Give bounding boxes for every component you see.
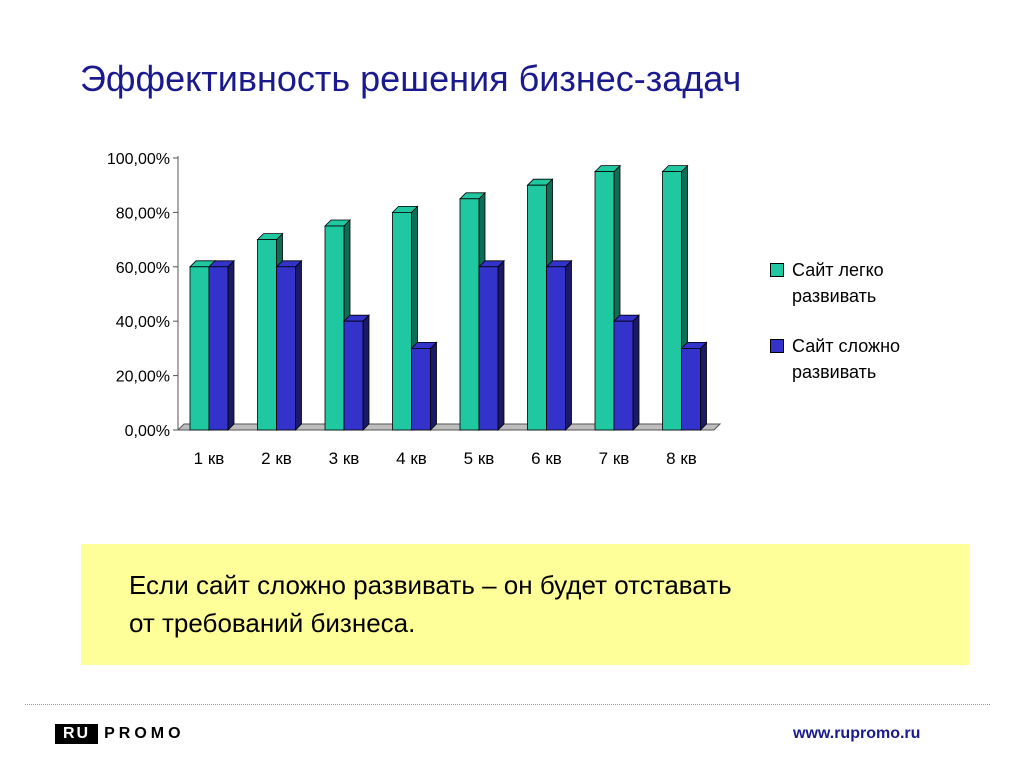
legend-item-easy: Сайт легко развивать <box>770 257 970 309</box>
legend-swatch-easy <box>770 263 784 277</box>
bar-side <box>362 314 370 431</box>
legend-label-easy-line2: развивать <box>792 286 877 306</box>
bar-side <box>700 341 707 431</box>
bar-side <box>295 259 302 431</box>
bar-easy <box>324 225 345 431</box>
bar-side <box>565 259 572 431</box>
callout-box: Если сайт сложно развивать – он будет от… <box>81 544 969 665</box>
bar-easy <box>459 198 480 431</box>
rupromo-logo: RU PROMO <box>55 724 185 744</box>
x-tick-label: 8 кв <box>666 449 697 468</box>
y-tick-label: 100,00% <box>107 151 170 168</box>
legend-label-easy-line1: Сайт легко <box>792 260 884 280</box>
y-tick-label: 0,00% <box>125 423 170 440</box>
bar-side <box>497 259 505 431</box>
bar-easy <box>594 171 615 431</box>
callout-text-line2: от требований бизнеса. <box>129 608 416 638</box>
bar-hard <box>208 266 229 431</box>
bar-side <box>227 259 235 431</box>
logo-promo-part: PROMO <box>104 725 185 742</box>
bar-hard <box>546 266 566 431</box>
x-tick-label: 3 кв <box>329 449 360 468</box>
legend-item-hard: Сайт сложно развивать <box>770 333 970 385</box>
bar-hard <box>343 320 364 431</box>
y-tick-label: 40,00% <box>116 314 170 331</box>
bar-hard <box>613 320 634 431</box>
x-tick-label: 2 кв <box>261 449 292 468</box>
site-url[interactable]: www.rupromo.ru <box>793 725 921 742</box>
bar-side <box>632 314 640 431</box>
x-tick-label: 6 кв <box>531 449 562 468</box>
bar-hard <box>478 266 499 431</box>
bar-easy <box>662 171 682 431</box>
bar-hard <box>411 347 431 431</box>
x-tick-label: 4 кв <box>396 449 427 468</box>
bar-easy <box>189 266 210 431</box>
logo-ru-part: RU <box>55 724 99 744</box>
y-tick-label: 80,00% <box>116 205 170 222</box>
slide-title: Эффективность решения бизнес-задач <box>80 58 742 99</box>
legend-swatch-hard <box>770 339 784 353</box>
bar-easy <box>257 239 277 431</box>
x-tick-label: 7 кв <box>599 449 630 468</box>
chart-legend: Сайт легко развивать Сайт сложно развива… <box>770 257 970 385</box>
footer-divider <box>25 704 990 705</box>
bar-easy <box>527 184 547 431</box>
x-tick-label: 1 кв <box>194 449 225 468</box>
legend-label-hard-line1: Сайт сложно <box>792 336 901 356</box>
bar-side <box>430 341 437 431</box>
y-tick-label: 60,00% <box>116 260 170 277</box>
bar-hard <box>276 266 296 431</box>
callout-text-line1: Если сайт сложно развивать – он будет от… <box>129 570 732 600</box>
bar-easy <box>392 211 412 431</box>
legend-label-hard-line2: развивать <box>792 362 877 382</box>
y-tick-label: 20,00% <box>116 369 170 386</box>
x-tick-label: 5 кв <box>464 449 495 468</box>
bar-hard <box>681 347 701 431</box>
